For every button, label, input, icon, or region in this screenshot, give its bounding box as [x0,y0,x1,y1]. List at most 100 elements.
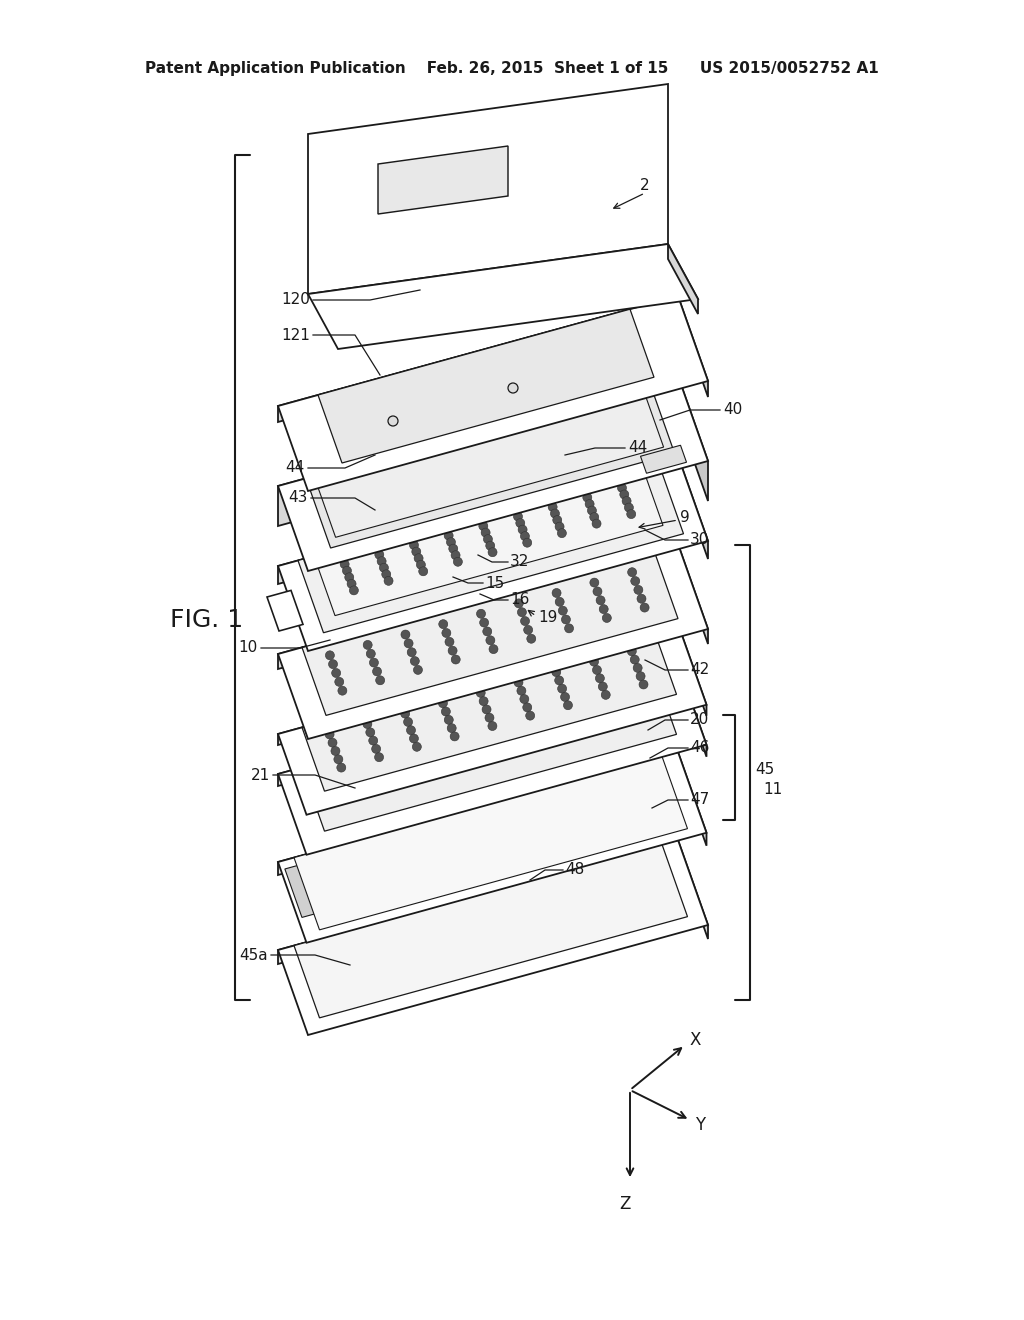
Circle shape [382,570,391,578]
Circle shape [329,660,338,669]
Circle shape [620,490,629,499]
Circle shape [347,579,356,589]
Circle shape [518,525,527,535]
Circle shape [419,566,428,576]
Polygon shape [308,84,668,294]
Circle shape [634,585,643,594]
Circle shape [326,651,335,660]
Text: 21: 21 [251,767,270,783]
Circle shape [590,578,599,587]
Text: 48: 48 [565,862,585,878]
Circle shape [380,564,388,573]
Circle shape [557,529,566,537]
Circle shape [522,539,531,548]
Text: 11: 11 [763,783,782,797]
Text: 43: 43 [289,491,308,506]
Circle shape [337,763,346,772]
Text: FIG. 1: FIG. 1 [170,609,243,632]
Polygon shape [278,455,708,651]
Text: Z: Z [620,1195,631,1213]
Circle shape [592,519,601,528]
Circle shape [558,684,566,693]
Text: 30: 30 [690,532,710,548]
Circle shape [328,738,337,747]
Text: 40: 40 [723,403,742,417]
Polygon shape [278,840,708,1035]
Circle shape [413,742,421,751]
Circle shape [444,531,454,540]
Circle shape [367,649,376,659]
Circle shape [445,638,454,647]
Circle shape [585,499,594,508]
Text: 10: 10 [239,640,258,656]
Circle shape [555,598,564,606]
Polygon shape [294,845,687,1018]
Circle shape [561,615,570,624]
Circle shape [375,752,384,762]
Circle shape [345,573,353,582]
Circle shape [479,618,488,627]
Circle shape [476,610,485,618]
Circle shape [384,577,393,585]
Polygon shape [267,590,303,631]
Polygon shape [302,631,677,791]
Circle shape [362,719,372,729]
Circle shape [411,656,419,665]
Text: 121: 121 [282,327,310,342]
Circle shape [599,605,608,614]
Circle shape [449,544,458,553]
Polygon shape [678,296,708,397]
Circle shape [526,634,536,643]
Circle shape [601,690,610,700]
Polygon shape [278,840,678,964]
Circle shape [377,557,386,566]
Polygon shape [302,671,677,832]
Circle shape [438,698,447,708]
Circle shape [400,709,410,718]
Circle shape [623,496,631,506]
Polygon shape [294,756,687,929]
Circle shape [414,553,423,562]
Text: 44: 44 [628,441,647,455]
Circle shape [451,731,459,741]
Circle shape [628,568,637,577]
Circle shape [523,626,532,635]
Circle shape [349,586,358,595]
Circle shape [449,647,457,655]
Polygon shape [278,752,707,942]
Circle shape [583,492,592,502]
Circle shape [517,607,526,616]
Circle shape [442,628,451,638]
Circle shape [514,678,523,686]
Circle shape [412,548,421,556]
Polygon shape [678,664,707,756]
Polygon shape [298,462,683,632]
Text: 2: 2 [640,177,649,193]
Circle shape [410,541,419,549]
Circle shape [331,747,340,755]
Circle shape [548,503,557,511]
Text: 20: 20 [690,713,710,727]
Circle shape [441,708,451,715]
Circle shape [485,713,494,722]
Circle shape [334,755,343,764]
Circle shape [369,737,378,744]
Circle shape [373,667,382,676]
Circle shape [388,416,398,426]
Circle shape [552,589,561,598]
Polygon shape [278,296,708,491]
Circle shape [598,682,607,692]
Text: Patent Application Publication    Feb. 26, 2015  Sheet 1 of 15      US 2015/0052: Patent Application Publication Feb. 26, … [145,61,879,75]
Polygon shape [678,752,707,846]
Circle shape [485,541,495,550]
Circle shape [590,657,599,667]
Circle shape [523,702,531,711]
Text: Y: Y [695,1115,706,1134]
Circle shape [335,677,344,686]
Polygon shape [318,309,654,463]
Circle shape [639,680,648,689]
Polygon shape [278,455,678,583]
Circle shape [514,599,523,609]
Circle shape [438,619,447,628]
Circle shape [633,664,642,672]
